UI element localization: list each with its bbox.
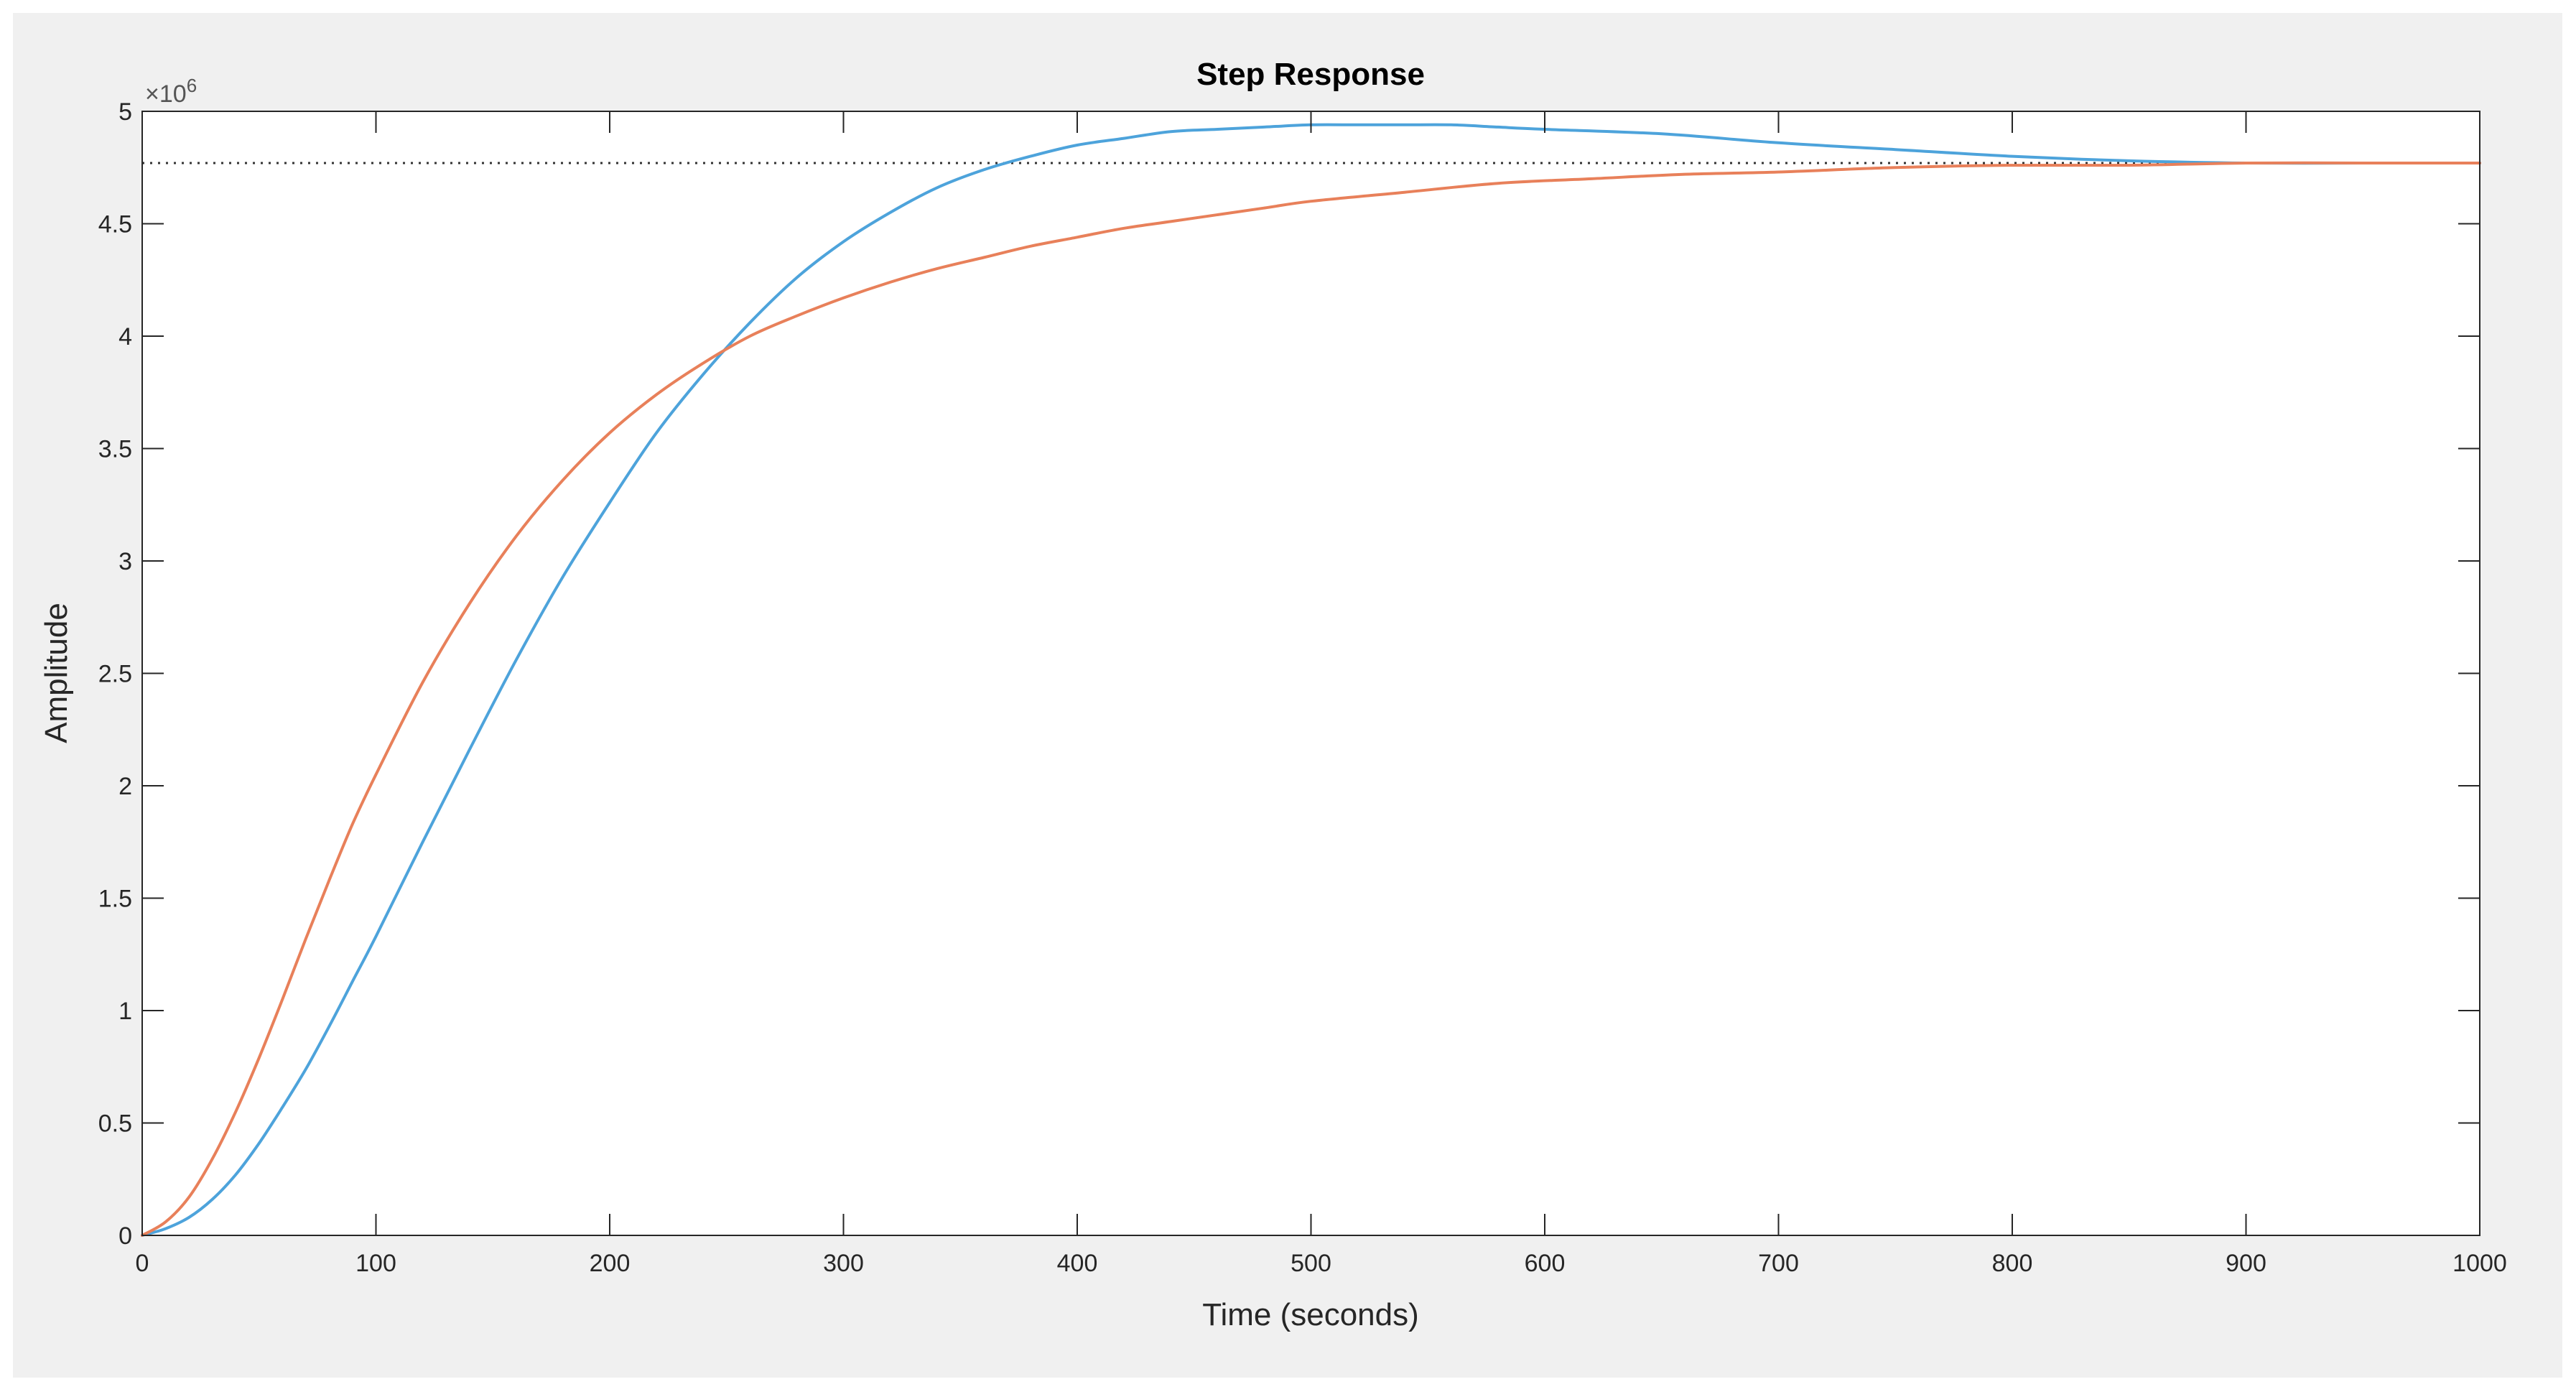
y-tick-label: 3 [118,548,132,575]
x-tick-label: 500 [1291,1250,1331,1277]
x-tick-label: 700 [1758,1250,1799,1277]
x-axis: 0 100 200 300 400 500 600 700 800 900 1000 [136,111,2507,1277]
x-tick-label: 800 [1992,1250,2033,1277]
x-axis-label: Time (seconds) [1202,1297,1419,1332]
y-axis-exponent: ×106 [145,75,197,108]
x-tick-label: 600 [1525,1250,1566,1277]
y-tick-label: 3.5 [98,436,132,463]
series-layer [141,123,2481,1237]
x-tick-label: 1000 [2452,1250,2507,1277]
y-tick-label: 4.5 [98,211,132,238]
x-tick-label: 400 [1057,1250,1098,1277]
y-tick-label: 2.5 [98,661,132,688]
y-axis: 0 0.5 1 1.5 2 2.5 3 3.5 4 4.5 5 [98,98,2480,1250]
x-tick-label: 0 [136,1250,149,1277]
x-tick-label: 300 [823,1250,864,1277]
y-tick-label: 5 [118,98,132,126]
series-line-2 [141,161,2481,1237]
x-tick-label: 100 [355,1250,396,1277]
y-axis-exponent-power: 6 [187,75,197,96]
y-tick-label: 1.5 [98,886,132,913]
x-tick-label: 900 [2226,1250,2266,1277]
series-line-1 [141,123,2481,1237]
y-tick-label: 0 [118,1222,132,1250]
plot-area [142,111,2480,1235]
y-tick-label: 2 [118,773,132,800]
y-tick-label: 0.5 [98,1110,132,1138]
x-tick-label: 200 [590,1250,631,1277]
chart-title: Step Response [1196,57,1425,92]
y-tick-label: 4 [118,323,132,351]
y-axis-exponent-base: ×10 [145,80,187,108]
y-axis-label: Amplitude [39,603,74,743]
y-tick-label: 1 [118,998,132,1025]
